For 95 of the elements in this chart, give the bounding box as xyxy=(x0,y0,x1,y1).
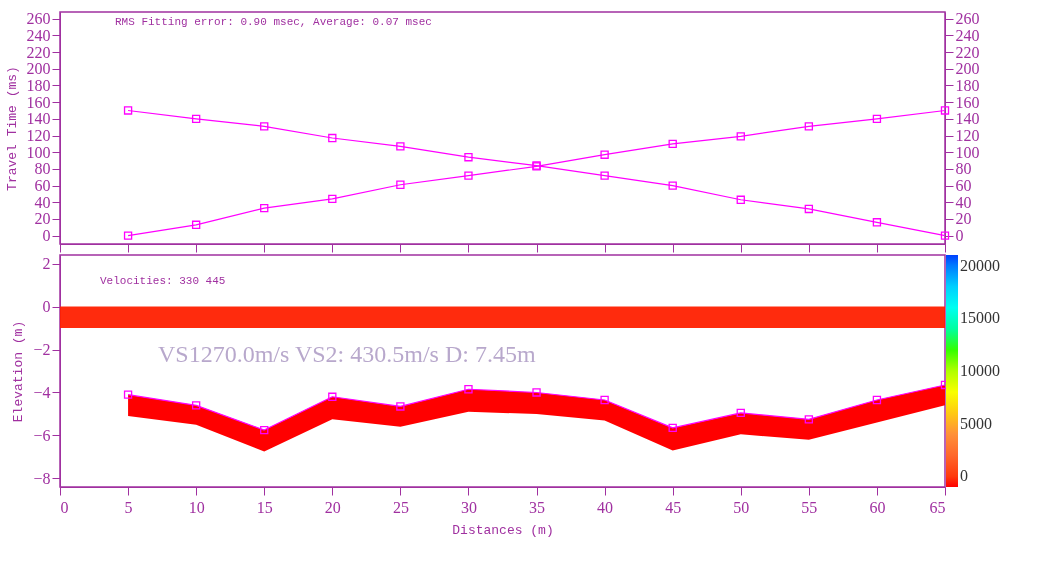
point xyxy=(668,423,677,433)
point xyxy=(396,142,405,151)
y-axis-title: Travel Time (ms) xyxy=(4,66,20,191)
x-tick-label: 50 xyxy=(733,498,750,516)
x-tick-label: 25 xyxy=(392,498,409,516)
y2-tick-label: 140 xyxy=(955,110,980,128)
y-tick-label: 0 xyxy=(42,298,51,316)
y-tick-label: 200 xyxy=(26,60,51,78)
x-tick-label: 35 xyxy=(529,498,546,516)
y2-tick-label: 260 xyxy=(955,10,980,28)
point xyxy=(191,114,201,124)
y2-tick-label: 160 xyxy=(955,93,980,111)
point xyxy=(532,388,541,397)
y2-tick-label: 120 xyxy=(955,127,980,145)
y2-tick-label: 40 xyxy=(955,193,972,211)
point xyxy=(872,114,882,124)
x-tick-label: 10 xyxy=(188,498,205,516)
point xyxy=(260,203,269,213)
x-tick-label: 5 xyxy=(124,498,133,516)
y-tick-label: 0 xyxy=(42,227,51,245)
color-bar-label: 20000 xyxy=(960,256,1000,274)
point xyxy=(940,231,950,240)
point xyxy=(123,390,133,399)
y2-tick-label: 0 xyxy=(955,227,964,245)
point xyxy=(191,401,201,410)
y2-tick-label: 220 xyxy=(955,43,980,61)
point xyxy=(804,204,814,214)
point xyxy=(668,181,677,190)
y-tick-label: 2 xyxy=(42,255,51,273)
point xyxy=(872,395,882,405)
y-tick-label: 120 xyxy=(26,127,51,145)
y2-tick-label: 60 xyxy=(955,177,972,195)
y2-tick-label: 240 xyxy=(955,26,980,44)
y-tick-label: −8 xyxy=(33,469,51,487)
point xyxy=(123,106,133,115)
y-tick-label: 180 xyxy=(26,76,51,94)
y2-tick-label: 180 xyxy=(955,76,980,94)
point xyxy=(464,153,473,162)
point xyxy=(736,408,745,418)
x-tick-label: 55 xyxy=(801,498,818,516)
y2-tick-label: 100 xyxy=(955,143,980,161)
x-tick-label: 20 xyxy=(324,498,341,516)
x-tick-label: 15 xyxy=(256,498,273,516)
point xyxy=(328,133,337,143)
y-tick-label: 60 xyxy=(34,177,51,195)
annotation: RMS Fitting error: 0.90 msec, Average: 0.07 msec xyxy=(115,16,432,28)
point xyxy=(123,231,133,240)
y-tick-label: −6 xyxy=(33,426,51,444)
y-tick-label: 240 xyxy=(26,26,51,44)
color-bar-label: 15000 xyxy=(960,309,1000,327)
x-tick-label: 30 xyxy=(460,498,477,516)
y2-tick-label: 200 xyxy=(955,60,980,78)
point xyxy=(396,180,405,189)
color-bar-label: 10000 xyxy=(960,362,1000,379)
point xyxy=(600,150,609,159)
y-tick-label: 260 xyxy=(26,10,51,28)
x-axis-title: Distances (m) xyxy=(452,522,554,538)
point xyxy=(600,395,609,405)
point xyxy=(736,132,745,141)
x-tick-label: 0 xyxy=(60,498,69,516)
x-tick-label: 45 xyxy=(665,498,682,516)
y-tick-label: −4 xyxy=(33,383,51,401)
point xyxy=(464,171,473,180)
y-tick-label: 40 xyxy=(34,193,51,211)
point xyxy=(804,122,814,131)
y-tick-label: 100 xyxy=(26,143,51,161)
annotation: Velocities: 330 445 xyxy=(100,275,226,287)
color-bar-label: 0 xyxy=(960,467,968,485)
y2-tick-label: 80 xyxy=(955,160,972,178)
point xyxy=(940,106,950,115)
point xyxy=(600,171,609,180)
y2-tick-label: 20 xyxy=(955,210,972,228)
point xyxy=(736,195,745,204)
point xyxy=(328,392,337,401)
point xyxy=(396,402,405,411)
color-bar-label: 5000 xyxy=(960,414,992,432)
point xyxy=(191,220,201,229)
point xyxy=(260,425,269,435)
y-tick-label: 80 xyxy=(34,160,51,178)
x-tick-label: 60 xyxy=(869,498,886,516)
y-tick-label: 220 xyxy=(26,43,51,61)
point xyxy=(804,415,814,424)
point xyxy=(464,385,473,394)
x-tick-label: 65 xyxy=(929,498,946,516)
annotation: VS1270.0m/s VS2: 430.5m/s D: 7.45m xyxy=(158,341,536,367)
point xyxy=(668,139,677,149)
y-tick-label: −2 xyxy=(33,341,51,359)
point xyxy=(328,194,337,204)
y-tick-label: 20 xyxy=(34,210,51,228)
point xyxy=(872,218,882,227)
y-tick-label: 140 xyxy=(26,110,51,128)
y-axis-title: Elevation (m) xyxy=(11,320,27,423)
y-tick-label: 160 xyxy=(26,93,51,111)
x-tick-label: 40 xyxy=(597,498,614,516)
point xyxy=(260,122,269,131)
